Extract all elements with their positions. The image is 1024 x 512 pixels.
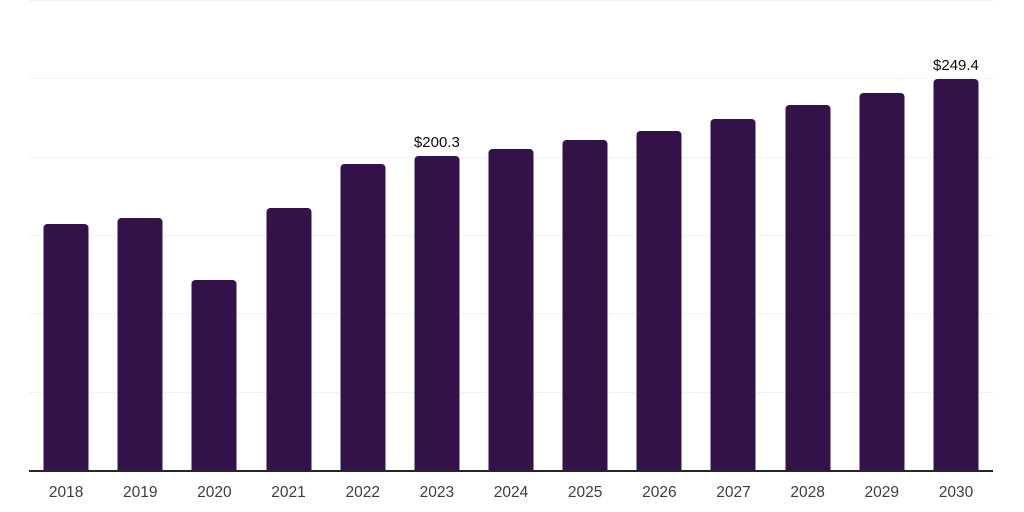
bar-slot-2024 [474, 0, 548, 470]
plot-area: $200.3 $249.4 [29, 0, 993, 472]
x-tick-2022: 2022 [345, 484, 380, 501]
bars-row: $200.3 $249.4 [29, 0, 993, 470]
x-tick-2018: 2018 [48, 484, 84, 501]
x-tick-2021: 2021 [271, 484, 306, 501]
x-tick-2027: 2027 [716, 484, 751, 501]
bar-2024 [488, 149, 534, 470]
bar-slot-2022 [326, 0, 400, 470]
x-tick-2020: 2020 [197, 484, 232, 501]
bar-slot-2029 [845, 0, 919, 470]
bar-value-label-2023: $200.3 [413, 134, 460, 152]
bar-slot-2020 [177, 0, 251, 470]
bar-2029 [859, 93, 905, 470]
bar-2020 [191, 280, 237, 470]
bar-2018 [43, 224, 89, 470]
bar-2021 [266, 208, 312, 470]
bar-slot-2026 [622, 0, 696, 470]
bar-slot-2019 [103, 0, 177, 470]
bar-2019 [117, 218, 163, 470]
x-tick-2030: 2030 [938, 484, 974, 501]
bar-slot-2028 [771, 0, 845, 470]
x-axis: 2018 2019 2020 2021 2022 2023 2024 2025 2026 2027… [29, 484, 993, 502]
x-tick-2025: 2025 [567, 484, 603, 501]
gridline-300 [29, 0, 993, 1]
bar-2025 [562, 140, 608, 470]
bar-slot-2018 [29, 0, 103, 470]
bar-value-label-2030: $249.4 [933, 57, 979, 75]
x-tick-2026: 2026 [642, 484, 677, 501]
bar-slot-2023: $200.3 [400, 0, 474, 470]
bar-slot-2027 [696, 0, 770, 470]
bar-slot-2025 [548, 0, 622, 470]
bar-2026 [636, 131, 682, 470]
bar-slot-2030: $249.4 [919, 0, 993, 470]
x-tick-2019: 2019 [122, 484, 158, 501]
bar-2027 [710, 119, 756, 470]
bar-2022 [340, 164, 386, 470]
bar-2028 [785, 105, 831, 470]
x-tick-2029: 2029 [864, 484, 900, 501]
x-tick-2028: 2028 [790, 484, 825, 501]
x-tick-2023: 2023 [419, 484, 455, 501]
bar-2030 [933, 79, 979, 470]
gridline-250 [29, 78, 993, 80]
bar-slot-2021 [251, 0, 325, 470]
bar-2023 [414, 156, 460, 470]
x-tick-2024: 2024 [493, 484, 529, 501]
